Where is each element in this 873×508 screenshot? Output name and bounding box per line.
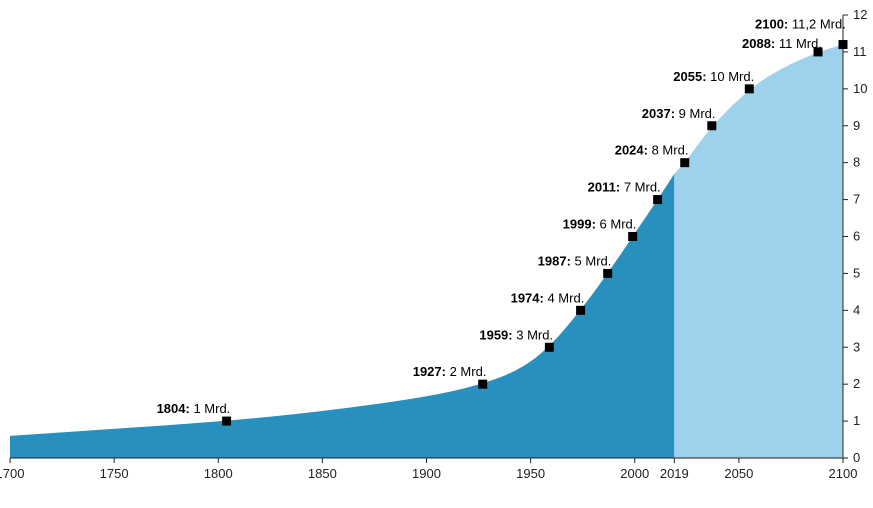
milestone-marker	[604, 269, 612, 277]
x-tick-label: 1700	[0, 466, 24, 481]
milestone-marker	[629, 233, 637, 241]
milestone-marker	[577, 306, 585, 314]
milestone-marker	[479, 380, 487, 388]
y-tick-label: 2	[853, 376, 860, 391]
milestone-label: 2088: 11 Mrd.	[742, 36, 822, 51]
milestone-label: 1974: 4 Mrd.	[511, 290, 585, 305]
y-tick-label: 4	[853, 302, 860, 317]
y-tick-label: 5	[853, 265, 860, 280]
milestone-marker	[708, 122, 716, 130]
y-tick-label: 10	[853, 81, 867, 96]
x-tick-label: 2000	[620, 466, 649, 481]
milestone-label: 2037: 9 Mrd.	[642, 106, 716, 121]
population-area-chart: 1700175018001850190019502000201920502100…	[0, 0, 873, 508]
y-tick-label: 8	[853, 155, 860, 170]
milestone-label: 2100: 11,2 Mrd.	[755, 17, 846, 32]
milestone-label: 2024: 8 Mrd.	[615, 143, 689, 158]
milestone-label: 1987: 5 Mrd.	[538, 253, 612, 268]
milestone-label: 1999: 6 Mrd.	[563, 217, 637, 232]
y-tick-label: 11	[853, 44, 867, 59]
x-tick-label: 2050	[724, 466, 753, 481]
milestone-label: 1927: 2 Mrd.	[413, 364, 487, 379]
y-tick-label: 9	[853, 118, 860, 133]
y-tick-label: 7	[853, 192, 860, 207]
milestone-label: 1804: 1 Mrd.	[157, 401, 231, 416]
y-tick-label: 12	[853, 7, 867, 22]
milestone-marker	[681, 159, 689, 167]
milestone-marker	[545, 343, 553, 351]
milestone-marker	[839, 41, 847, 49]
x-tick-label: 1950	[516, 466, 545, 481]
y-tick-label: 6	[853, 229, 860, 244]
milestone-marker	[223, 417, 231, 425]
x-tick-label: 1750	[100, 466, 129, 481]
milestone-marker	[745, 85, 753, 93]
x-tick-label: 1850	[308, 466, 337, 481]
milestone-label: 2055: 10 Mrd.	[673, 69, 754, 84]
y-tick-label: 0	[853, 450, 860, 465]
x-tick-label: 2100	[829, 466, 858, 481]
milestone-marker	[654, 196, 662, 204]
y-tick-label: 1	[853, 413, 860, 428]
x-tick-label: 1900	[412, 466, 441, 481]
milestone-label: 1959: 3 Mrd.	[479, 327, 553, 342]
y-tick-label: 3	[853, 339, 860, 354]
x-tick-label: 2019	[660, 466, 689, 481]
milestone-label: 2011: 7 Mrd.	[588, 180, 661, 195]
x-tick-label: 1800	[204, 466, 233, 481]
